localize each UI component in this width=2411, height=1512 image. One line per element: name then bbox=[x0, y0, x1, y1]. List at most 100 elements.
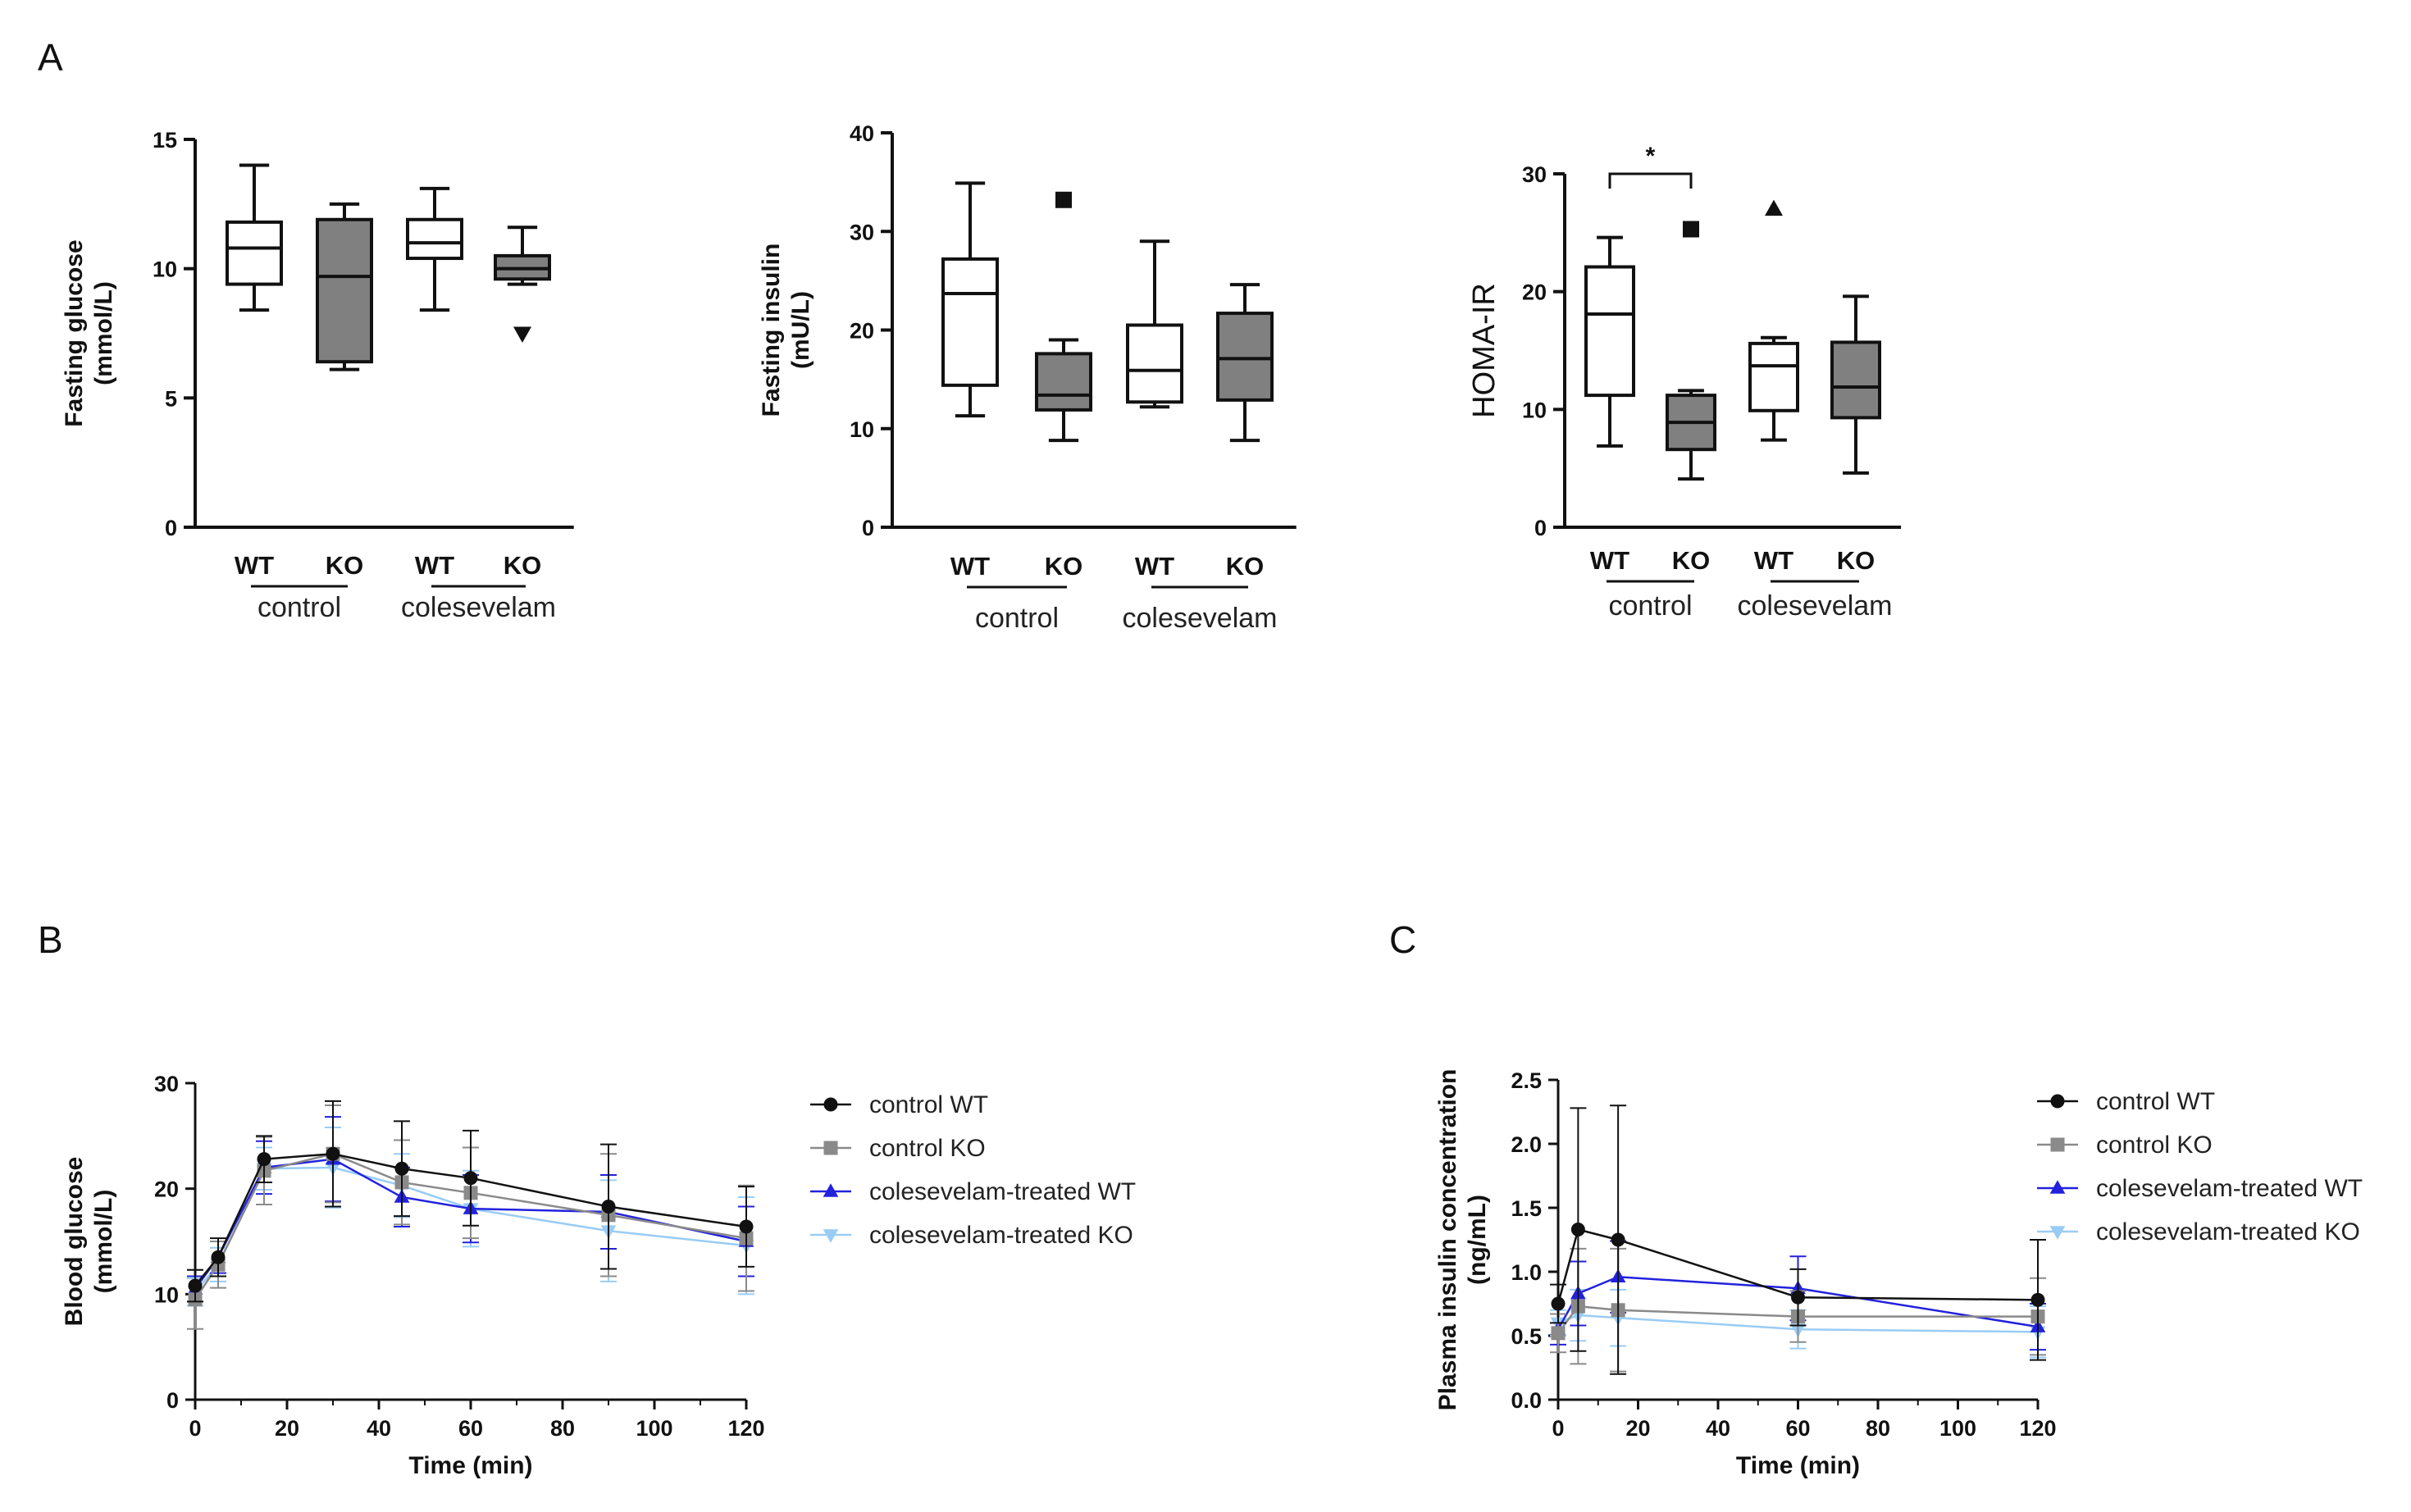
outlier-point bbox=[1055, 191, 1072, 208]
x-tick-label: 0 bbox=[1552, 1416, 1564, 1441]
legend-marker bbox=[2050, 1137, 2065, 1152]
box-body bbox=[316, 217, 373, 364]
data-point bbox=[463, 1171, 478, 1186]
y-axis-label: Blood glucose bbox=[61, 1157, 88, 1327]
series-line bbox=[194, 1152, 747, 1287]
series-line bbox=[194, 1152, 747, 1300]
data-point bbox=[739, 1219, 754, 1234]
x-tick-label: 40 bbox=[367, 1416, 391, 1441]
legend-label: control KO bbox=[2096, 1132, 2213, 1159]
box-control-ko bbox=[316, 202, 373, 371]
category-label: WT bbox=[1590, 546, 1629, 575]
x-axis-label: Time (min) bbox=[408, 1452, 532, 1479]
category-label: KO bbox=[1837, 546, 1875, 575]
y-tick-label: 5 bbox=[165, 386, 177, 411]
legend-item: control WT bbox=[2037, 1088, 2215, 1115]
legend-marker bbox=[823, 1097, 838, 1112]
group-label: colesevelam bbox=[1123, 603, 1278, 634]
legend-label: control KO bbox=[869, 1135, 986, 1162]
x-tick-label: 120 bbox=[727, 1416, 764, 1441]
x-tick-label: 60 bbox=[1785, 1416, 1810, 1441]
homa-ir-boxplot: 0 10 20 30 HOMA-IR WT KO WT KO control colesevelam… bbox=[1467, 143, 1902, 622]
data-point bbox=[326, 1146, 340, 1161]
legend-label: colesevelam-treated KO bbox=[869, 1222, 1133, 1249]
category-label: WT bbox=[235, 551, 274, 580]
group-label: control bbox=[975, 603, 1059, 634]
data-point bbox=[601, 1200, 616, 1214]
x-tick-label: 0 bbox=[189, 1416, 201, 1441]
data-point bbox=[211, 1250, 226, 1264]
legend-marker bbox=[823, 1141, 838, 1155]
y-tick-label: 0.5 bbox=[1511, 1324, 1542, 1349]
y-tick-label: 20 bbox=[1522, 280, 1547, 305]
significance-bracket bbox=[1608, 172, 1693, 189]
category-label: KO bbox=[1226, 552, 1265, 581]
y-tick-label: 2.5 bbox=[1511, 1068, 1542, 1093]
category-label: WT bbox=[1754, 546, 1793, 575]
blood-glucose-line-chart: 0 10 20 30 0 20 40 60 80 100 120 Time (min) Blood gl… bbox=[61, 1072, 1136, 1479]
category-label: KO bbox=[1045, 552, 1083, 581]
legend-marker bbox=[2049, 1180, 2066, 1194]
y-tick-label: 30 bbox=[850, 220, 874, 244]
panel-label-a: A bbox=[38, 36, 63, 79]
x-tick-label: 100 bbox=[636, 1416, 672, 1441]
category-label: KO bbox=[504, 551, 542, 580]
fasting-insulin-boxplot: 0 10 20 30 40 Fasting insulin (mU/L) WT KO WT KO co… bbox=[758, 121, 1297, 634]
x-tick-label: 60 bbox=[458, 1416, 483, 1441]
box-colesevelam-wt bbox=[1126, 239, 1183, 409]
y-tick-label: 2.0 bbox=[1511, 1132, 1542, 1157]
legend-label: control WT bbox=[2096, 1088, 2215, 1115]
category-label: KO bbox=[326, 551, 364, 580]
legend-label: colesevelam-treated WT bbox=[869, 1178, 1136, 1205]
y-axis-label: (mmol/L) bbox=[90, 281, 117, 385]
x-tick-label: 80 bbox=[1866, 1416, 1890, 1441]
legend-marker bbox=[2050, 1094, 2065, 1109]
y-tick-label: 10 bbox=[153, 257, 177, 282]
box-body bbox=[1830, 340, 1881, 420]
x-tick-label: 120 bbox=[2019, 1416, 2056, 1441]
box-colesevelam-ko bbox=[1216, 283, 1274, 443]
data-point bbox=[1551, 1296, 1566, 1311]
x-tick-label: 80 bbox=[550, 1416, 575, 1441]
legend-label: colesevelam-treated WT bbox=[2096, 1175, 2363, 1202]
legend-item: colesevelam-treated KO bbox=[2037, 1218, 2360, 1246]
series-control-wt bbox=[187, 1100, 754, 1303]
y-axis-label: Plasma insulin concentration bbox=[1434, 1069, 1461, 1411]
data-point bbox=[188, 1278, 203, 1293]
panel-label-c: C bbox=[1389, 918, 1416, 961]
box-body bbox=[406, 217, 463, 261]
y-axis-label: HOMA-IR bbox=[1467, 283, 1502, 418]
y-tick-label: 40 bbox=[850, 121, 874, 146]
data-point bbox=[1611, 1232, 1625, 1247]
y-axis-label: (mmol/L) bbox=[90, 1190, 117, 1294]
y-tick-label: 30 bbox=[154, 1072, 179, 1096]
y-tick-label: 0 bbox=[1534, 516, 1547, 540]
outlier-point bbox=[513, 326, 531, 343]
box-body bbox=[1748, 341, 1799, 412]
category-label: KO bbox=[1672, 546, 1711, 575]
category-label: WT bbox=[1135, 552, 1174, 581]
data-point bbox=[394, 1161, 409, 1176]
box-colesevelam-wt bbox=[1748, 199, 1799, 442]
legend-item: control WT bbox=[810, 1091, 988, 1118]
outlier-point bbox=[1765, 199, 1783, 216]
legend-marker bbox=[2049, 1226, 2066, 1240]
legend-marker bbox=[823, 1229, 839, 1243]
data-point bbox=[1791, 1290, 1805, 1305]
outlier-point bbox=[1683, 221, 1699, 238]
group-label: control bbox=[1608, 590, 1692, 622]
series-control-wt bbox=[1550, 1104, 2046, 1375]
box-body bbox=[226, 220, 283, 286]
box-colesevelam-ko bbox=[494, 225, 551, 343]
group-label: control bbox=[258, 592, 341, 623]
x-tick-label: 40 bbox=[1706, 1416, 1730, 1441]
legend-label: control WT bbox=[869, 1091, 988, 1118]
data-point bbox=[2030, 1292, 2045, 1307]
legend-marker bbox=[823, 1183, 839, 1197]
y-tick-label: 20 bbox=[850, 319, 874, 344]
box-control-wt bbox=[941, 181, 999, 418]
plasma-insulin-line-chart: 0.0 0.5 1.0 1.5 2.0 2.5 0 20 40 60 80 100 120 Time (m… bbox=[1434, 1068, 2363, 1479]
legend-item: control KO bbox=[2037, 1132, 2213, 1159]
group-label: colesevelam bbox=[1738, 590, 1893, 622]
fasting-glucose-boxplot: 0 5 10 15 Fasting glucose (mmol/L) WT KO WT KO con… bbox=[61, 128, 574, 623]
